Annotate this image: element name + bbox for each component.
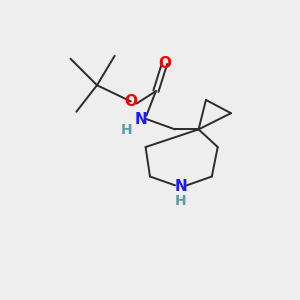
Text: N: N: [135, 112, 148, 127]
Text: H: H: [121, 123, 132, 137]
Text: H: H: [175, 194, 187, 208]
Text: N: N: [175, 179, 187, 194]
Text: O: O: [158, 56, 171, 70]
Text: O: O: [124, 94, 137, 109]
